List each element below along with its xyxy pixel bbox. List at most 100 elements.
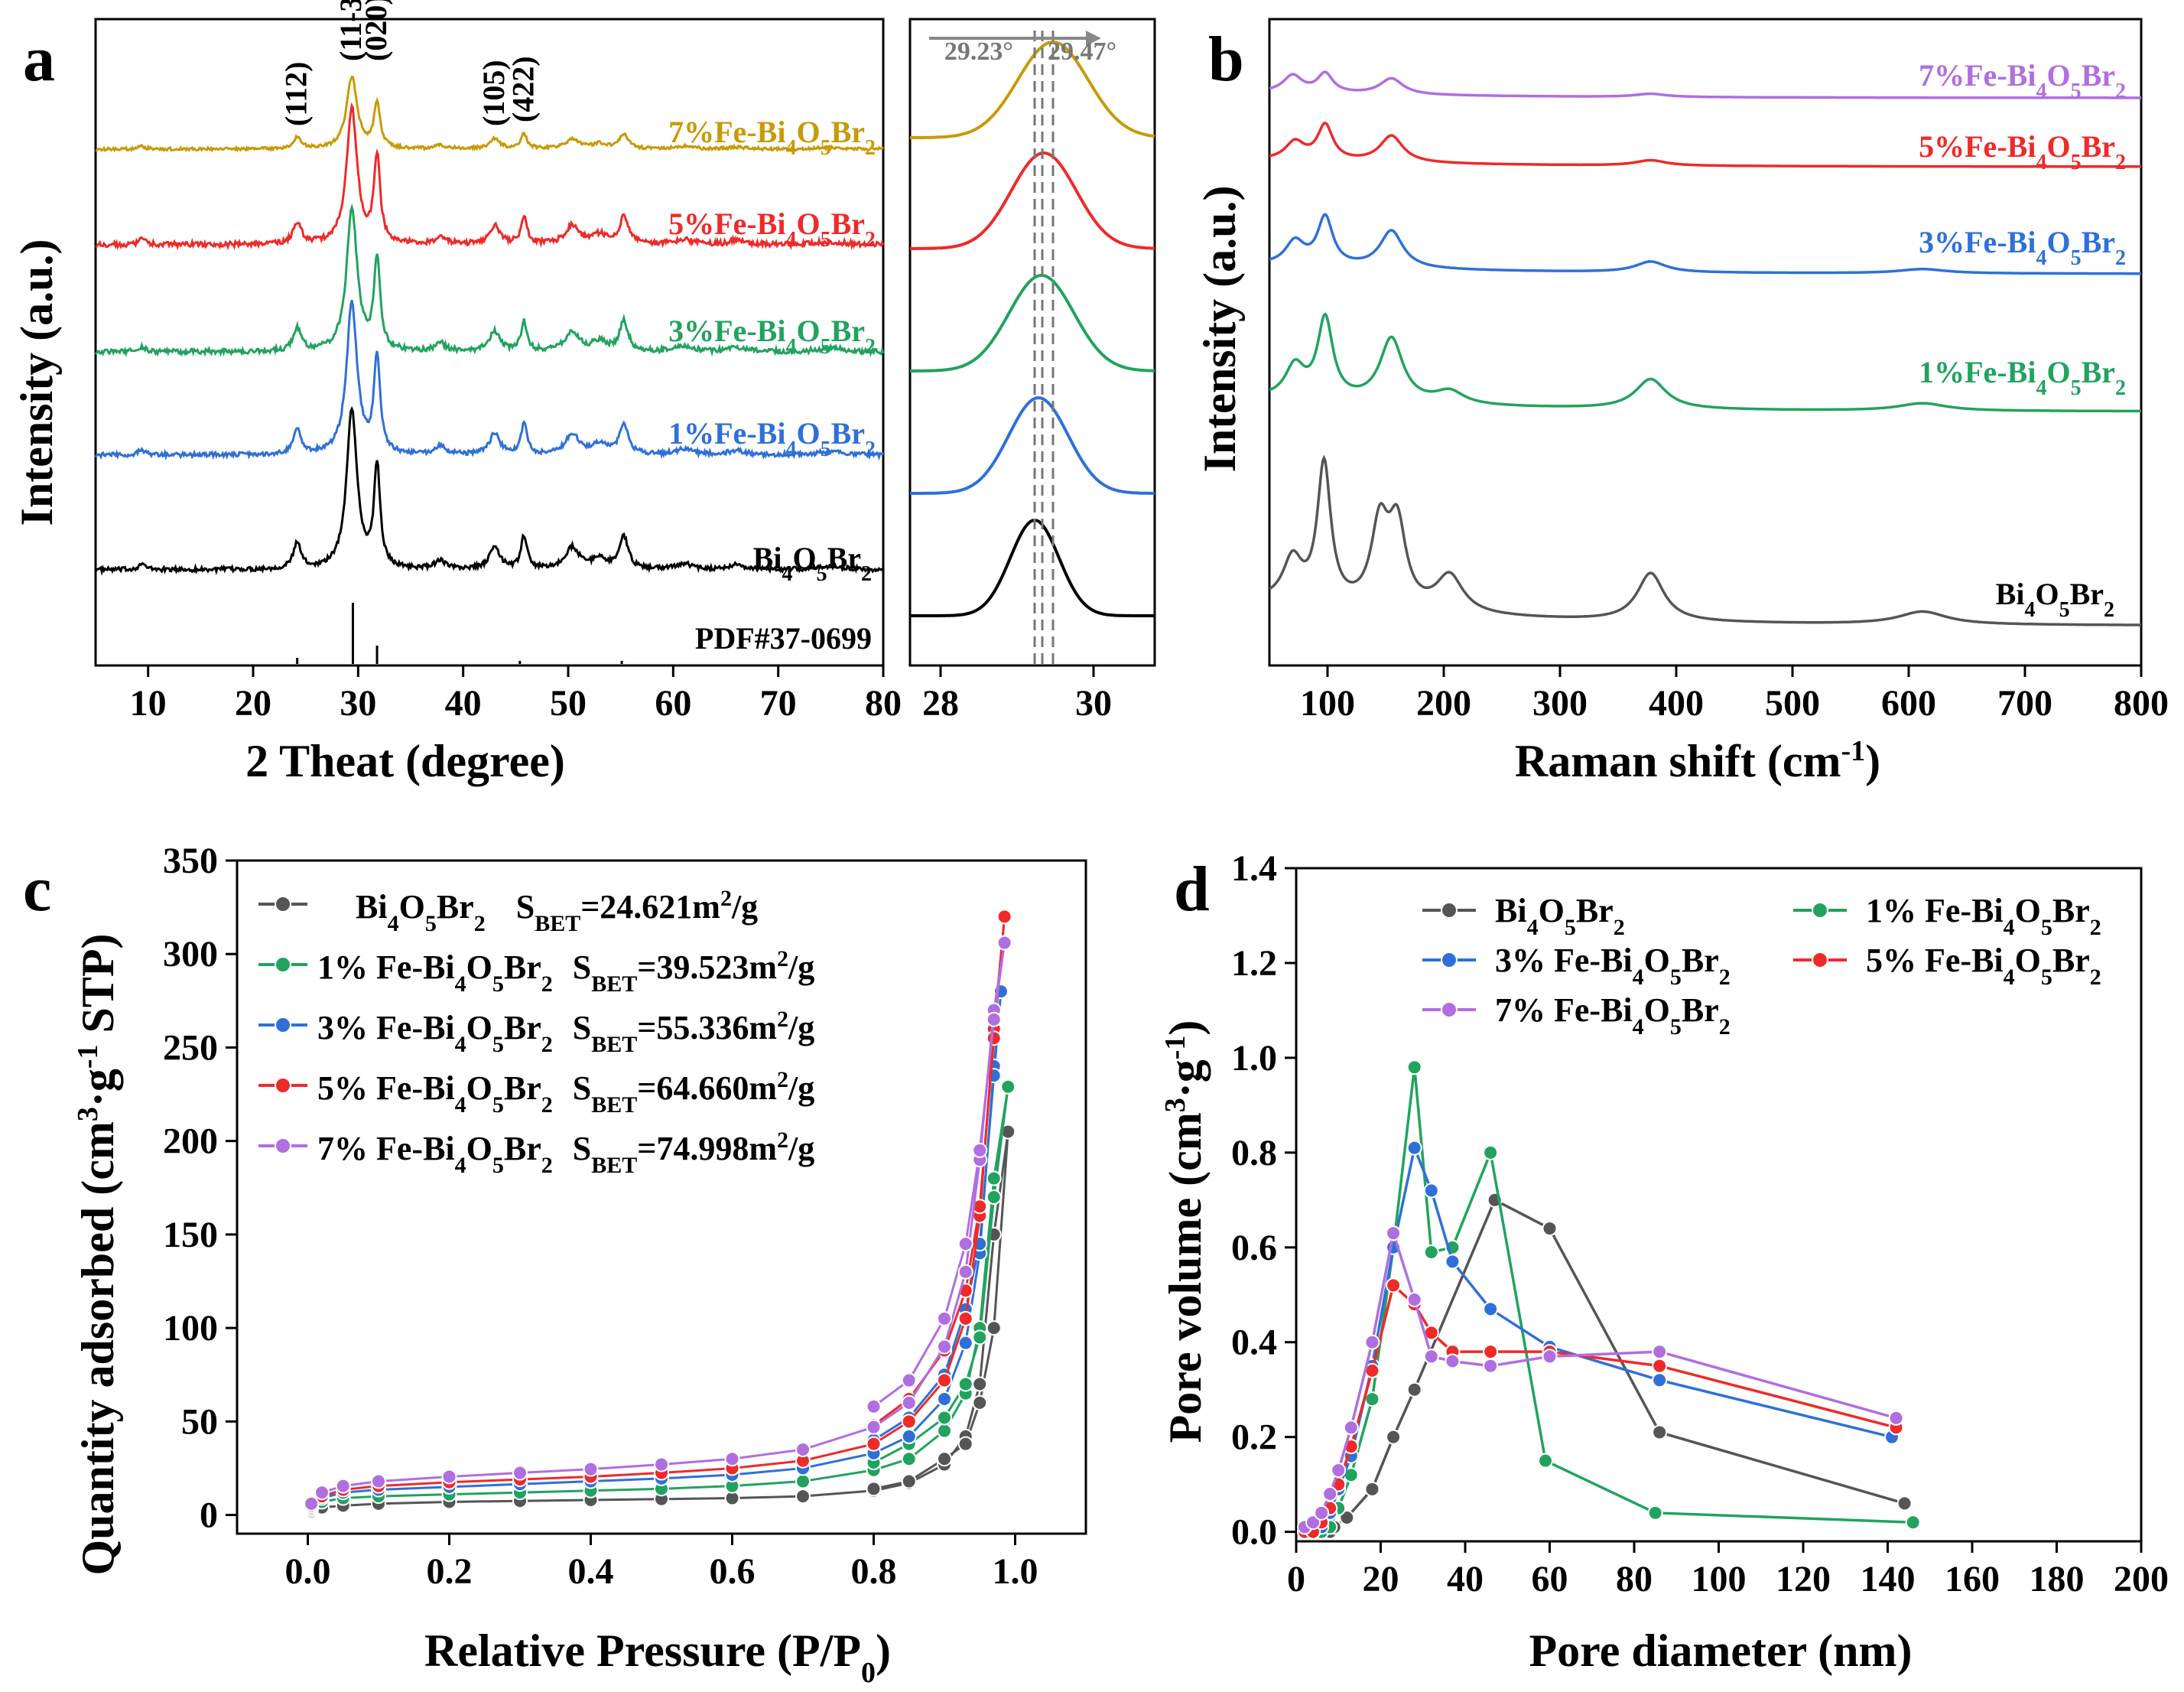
pore-point [1537, 1453, 1553, 1469]
panel-a-xticks: 10 20 30 40 50 60 70 80 [130, 665, 902, 724]
xtick-label: 0.2 [427, 1551, 473, 1592]
pore-point [1483, 1301, 1499, 1317]
isotherm-point [583, 1461, 599, 1477]
peak-label: (020) [359, 0, 393, 61]
isotherm-point [986, 1011, 1002, 1027]
legend-d-0: Bi4O5Br2 [1495, 892, 1625, 940]
legend-c-3: 3% Fe-Bi4O5Br2 SBET=55.336m2/g [317, 1007, 814, 1057]
isotherm-point [996, 935, 1012, 951]
ytick-label: 250 [163, 1027, 218, 1068]
pore-point [1445, 1353, 1461, 1369]
pore-point [1406, 1059, 1422, 1075]
pore-point [1386, 1225, 1402, 1241]
isotherm-point [866, 1436, 882, 1452]
xtick-label: 100 [1300, 683, 1355, 724]
pore-point [1888, 1410, 1904, 1426]
panel-d-xlabel: Pore diameter (nm) [1529, 1625, 1913, 1676]
pore-point [1406, 1140, 1422, 1156]
ytick-label: 200 [163, 1121, 218, 1162]
panel-a-peak-labels: (112) (11-3)(020) (105)(422) [279, 0, 541, 126]
pore-point [1652, 1372, 1668, 1388]
ytick-label: 0.4 [1231, 1323, 1277, 1363]
xrd-series-line [95, 76, 885, 153]
isotherm-point [957, 1310, 973, 1326]
ytick-label: 150 [163, 1215, 218, 1255]
panel-a-frame [94, 18, 885, 667]
panel-d-ylabel: Pore volume (cm3·g-1) [1159, 1020, 1211, 1443]
pore-point [1364, 1481, 1380, 1497]
isotherm-point [866, 1481, 882, 1497]
pore-point [1542, 1220, 1558, 1236]
panel-c-label: c [23, 854, 51, 925]
legend-marker [275, 1017, 291, 1033]
panel-d-plot [1297, 1059, 1921, 1540]
panel-b-label-0: Bi4O5Br2 [1996, 577, 2114, 622]
pore-point [1905, 1515, 1921, 1531]
isotherm-point [724, 1451, 740, 1467]
ytick-label: 1.4 [1231, 848, 1277, 889]
ytick-label: 0 [200, 1495, 218, 1536]
reference-label: PDF#37-0699 [695, 621, 872, 656]
panel-a-label-5: 5%Fe-Bi4O5Br2 [668, 207, 876, 252]
pore-point [1652, 1344, 1668, 1360]
peak-label: (112) [279, 62, 314, 126]
panel-d-label: d [1174, 854, 1210, 925]
ytick-label: 100 [163, 1308, 218, 1349]
ytick-label: 50 [181, 1401, 218, 1442]
pore-point [1406, 1291, 1422, 1307]
panel-a-label-7: 7%Fe-Bi4O5Br2 [668, 115, 876, 160]
pore-point [1423, 1183, 1439, 1199]
isotherm-point [937, 1410, 952, 1426]
xrd-series-line [94, 300, 885, 461]
isotherm-point [654, 1456, 669, 1472]
panel-d-legend: Bi4O5Br2 1% Fe-Bi4O5Br2 3% Fe-Bi4O5Br2 5… [1422, 892, 2101, 1040]
ytick-label: 1.2 [1231, 943, 1277, 984]
xtick-label: 180 [2030, 1559, 2085, 1599]
isotherm-point [972, 1329, 988, 1345]
inset-xtick-label: 30 [1075, 683, 1112, 724]
peak-label: (422) [505, 56, 540, 122]
pore-point [1406, 1381, 1422, 1398]
pore-point [1647, 1505, 1663, 1521]
inset-series-line [910, 519, 1155, 617]
isotherm-point [986, 1320, 1002, 1336]
legend-marker [1441, 902, 1458, 919]
ytick-label: 0.0 [1231, 1512, 1277, 1553]
legend-marker [275, 896, 291, 913]
legend-d-7: 7% Fe-Bi4O5Br2 [1495, 991, 1731, 1040]
xrd-series-line [95, 102, 885, 251]
xtick-label: 300 [1532, 683, 1588, 724]
legend-marker [1812, 952, 1828, 968]
inset-series-line [910, 395, 1155, 495]
isotherm-point [972, 1142, 988, 1158]
xtick-label: 30 [340, 683, 376, 724]
isotherm-point [901, 1428, 917, 1444]
panel-a: a Intensity (a.u.) 2 Theat (degree) 10 20… [11, 0, 1156, 786]
raman-series-line [1269, 213, 2141, 275]
raman-series-line [1269, 454, 2141, 626]
pore-point [1445, 1254, 1461, 1270]
legend-c-1: 1% Fe-Bi4O5Br2 SBET=39.523m2/g [317, 946, 814, 997]
ytick-label: 1.0 [1231, 1038, 1277, 1079]
panel-a-ylabel: Intensity (a.u.) [11, 239, 62, 525]
panel-b-ylabel: Intensity (a.u.) [1194, 185, 1245, 472]
xtick-label: 20 [235, 683, 271, 724]
pore-point [1483, 1344, 1499, 1360]
isotherm-point [1000, 1079, 1016, 1095]
isotherm-point [441, 1469, 457, 1485]
xtick-label: 1.0 [993, 1551, 1038, 1592]
xtick-label: 400 [1649, 683, 1704, 724]
xrd-series-line [94, 203, 885, 358]
legend-marker [1812, 902, 1828, 919]
legend-marker [1441, 952, 1458, 968]
pore-point [1896, 1495, 1913, 1511]
legend-marker [1441, 1001, 1458, 1018]
xtick-label: 80 [865, 683, 902, 724]
isotherm-point [937, 1451, 952, 1467]
pore-point [1331, 1463, 1347, 1479]
panel-a-xlabel: 2 Theat (degree) [245, 736, 565, 786]
isotherm-point [996, 909, 1012, 925]
isotherm-point [512, 1465, 528, 1481]
legend-marker [275, 956, 291, 973]
